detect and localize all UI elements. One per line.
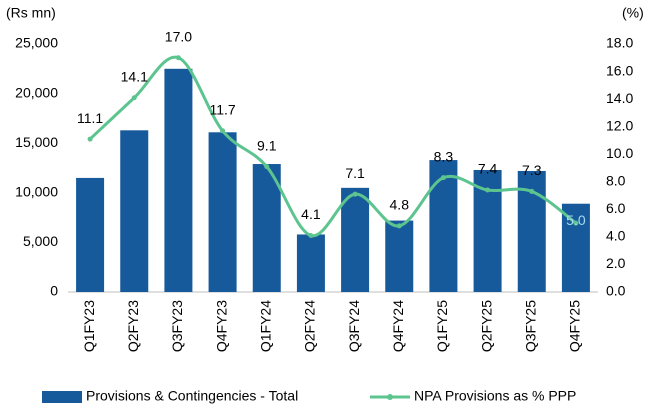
y2-tick-label: 4.0 xyxy=(606,228,626,244)
data-label: 4.8 xyxy=(390,197,410,213)
data-label: 14.1 xyxy=(121,68,148,84)
y-tick-label: 5,000 xyxy=(23,233,58,249)
x-tick-label: Q2FY23 xyxy=(125,300,141,352)
data-label: 8.3 xyxy=(434,148,454,164)
bar xyxy=(296,234,325,292)
line-marker xyxy=(87,136,93,142)
x-tick-label: Q4FY23 xyxy=(213,300,229,352)
y2-tick-label: 12.0 xyxy=(606,117,633,133)
bar xyxy=(76,177,105,292)
y2-axis-label: (%) xyxy=(622,5,644,21)
legend-swatch xyxy=(387,394,393,400)
line-marker xyxy=(352,191,358,197)
y2-tick-label: 16.0 xyxy=(606,62,633,78)
data-label: 11.1 xyxy=(77,110,103,126)
x-tick-label: Q1FY24 xyxy=(257,300,273,352)
line-marker xyxy=(264,164,270,170)
line-marker xyxy=(396,223,402,229)
line-marker xyxy=(573,220,579,226)
y2-tick-label: 10.0 xyxy=(606,145,633,161)
bar xyxy=(164,68,193,292)
x-tick-label: Q2FY24 xyxy=(302,300,318,352)
bar xyxy=(561,203,590,292)
line-marker xyxy=(220,128,226,134)
y2-tick-label: 18.0 xyxy=(606,35,633,51)
line-marker xyxy=(131,95,137,101)
y-axis-label: (Rs mn) xyxy=(6,5,56,21)
y-tick-label: 25,000 xyxy=(15,35,58,51)
y-tick-label: 0 xyxy=(50,283,58,299)
line xyxy=(89,55,577,238)
bar xyxy=(208,132,237,292)
line-marker xyxy=(529,188,535,194)
bar xyxy=(252,164,281,292)
line-marker xyxy=(440,175,446,181)
x-tick-label: Q4FY25 xyxy=(567,300,583,352)
line-marker xyxy=(175,55,181,61)
y2-tick-label: 6.0 xyxy=(606,200,626,216)
data-label: 4.1 xyxy=(301,206,321,222)
x-tick-label: Q3FY24 xyxy=(346,300,362,352)
y2-tick-label: 8.0 xyxy=(606,172,626,188)
x-tick-label: Q3FY23 xyxy=(169,300,185,352)
x-tick-label: Q1FY23 xyxy=(81,300,97,352)
data-label: 9.1 xyxy=(257,137,277,153)
y-tick-label: 20,000 xyxy=(15,84,58,100)
y-tick-label: 10,000 xyxy=(15,184,58,200)
x-tick-label: Q2FY25 xyxy=(478,300,494,352)
legend-swatch xyxy=(42,391,82,403)
y2-tick-label: 14.0 xyxy=(606,90,633,106)
bar xyxy=(429,160,458,292)
y2-tick-label: 2.0 xyxy=(606,255,626,271)
x-tick-label: Q4FY24 xyxy=(390,300,406,352)
data-label: 5.0 xyxy=(566,212,586,228)
bar xyxy=(341,187,370,292)
bar xyxy=(385,220,414,292)
line-marker xyxy=(485,187,491,193)
data-label: 17.0 xyxy=(165,28,192,44)
legend-label: Provisions & Contingencies - Total xyxy=(86,388,298,404)
x-tick-label: Q3FY25 xyxy=(522,300,538,352)
line-marker xyxy=(308,233,314,239)
legend-label: NPA Provisions as % PPP xyxy=(414,388,576,404)
data-label: 7.4 xyxy=(478,161,498,177)
y-tick-label: 15,000 xyxy=(15,134,58,150)
data-label: 7.3 xyxy=(522,162,542,178)
x-tick-label: Q1FY25 xyxy=(434,300,450,352)
bar xyxy=(120,130,149,292)
data-label: 7.1 xyxy=(345,165,365,181)
data-label: 11.7 xyxy=(209,102,235,118)
y2-tick-label: 0.0 xyxy=(606,283,626,299)
